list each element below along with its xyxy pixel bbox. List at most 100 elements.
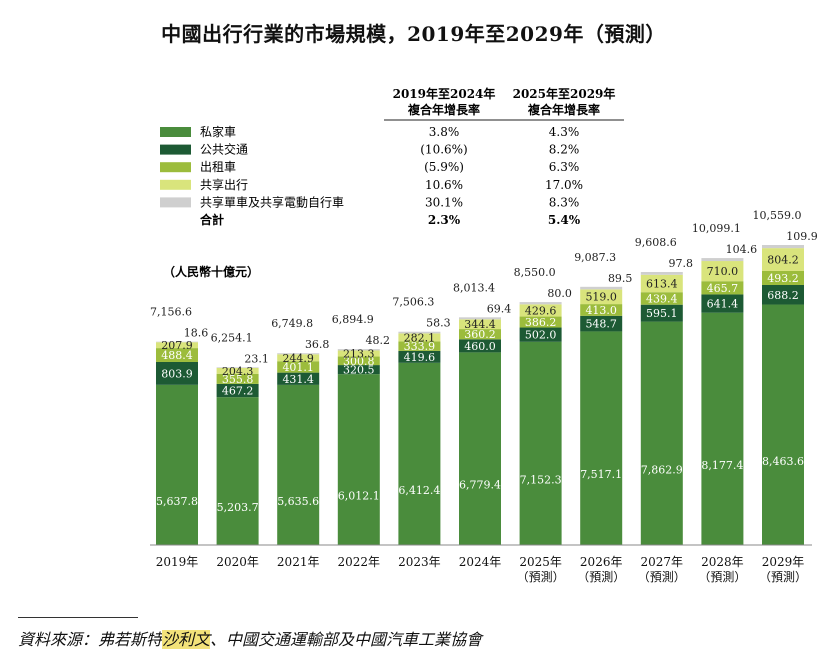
data-label: 300.8: [343, 355, 375, 368]
data-label: 7,862.9: [641, 463, 683, 476]
data-label: 344.4: [464, 318, 496, 331]
source-highlight: 沙利文: [162, 630, 211, 649]
bar-segment: [640, 274, 683, 293]
bar-segment: [459, 352, 501, 545]
bar-segment: [580, 331, 623, 545]
data-label: 18.6: [184, 327, 209, 340]
total-label: 7,506.3: [392, 296, 434, 309]
data-label: 80.0: [547, 287, 572, 300]
data-label: 419.6: [404, 351, 436, 364]
data-label: 467.2: [222, 385, 254, 398]
x-tick-label: 2026年: [580, 555, 623, 569]
data-label: 465.7: [707, 282, 739, 295]
data-label: 48.2: [366, 334, 391, 347]
data-label: 69.4: [487, 302, 512, 315]
bar-segment: [640, 292, 683, 305]
x-tick-label: 2029年: [762, 555, 805, 569]
legend-label: 合計: [200, 212, 224, 227]
bar-segment: [762, 270, 804, 285]
x-tick-label: 2019年: [156, 555, 199, 569]
total-label: 10,099.1: [692, 222, 741, 235]
data-label: 23.1: [244, 352, 269, 365]
total-label: 7,156.6: [150, 306, 192, 319]
data-label: 58.3: [426, 317, 451, 330]
x-tick-label: 2024年: [459, 555, 502, 569]
bar-segment: [216, 373, 259, 384]
legend-label: 私家車: [200, 124, 236, 139]
x-tick-label: 2027年: [641, 555, 684, 569]
bar-segment: [277, 372, 320, 385]
total-label: 9,087.3: [574, 251, 616, 264]
bar-segment: [216, 367, 259, 374]
legend-swatch: [160, 179, 191, 190]
data-label: 502.0: [525, 329, 557, 342]
bar-segment: [762, 284, 804, 305]
data-label: 8,177.4: [701, 459, 743, 472]
x-tick-label: （預測）: [577, 570, 625, 584]
data-label: 439.4: [646, 292, 678, 305]
total-label: 6,894.9: [332, 313, 374, 326]
total-label: 8,013.4: [453, 281, 495, 294]
x-tick-label: （預測）: [638, 570, 686, 584]
data-label: 803.9: [161, 367, 193, 380]
bar-segment: [762, 304, 804, 545]
data-label: 613.4: [646, 277, 678, 290]
bar-segment: [580, 304, 623, 316]
cagr-2019-2024-value: 2.3%: [428, 213, 461, 227]
bar-segment: [640, 304, 683, 322]
data-label: 104.6: [726, 243, 758, 256]
unit-label: （人民幣十億元）: [163, 264, 259, 279]
legend-label: 共享單車及共享電動自行車: [200, 194, 344, 209]
data-label: 641.4: [707, 298, 739, 311]
data-label: 431.4: [282, 373, 314, 386]
bar-segment: [156, 348, 198, 362]
data-label: 804.2: [767, 254, 799, 267]
cagr-2025-2029-value: 8.3%: [549, 195, 580, 209]
bar-segment: [701, 261, 744, 282]
cagr-header-line2: 複合年增長率: [407, 102, 480, 117]
legend-label: 公共交通: [200, 142, 248, 157]
bar-segment: [156, 342, 198, 349]
data-label: 333.9: [404, 340, 436, 353]
cagr-2019-2024-value: 10.6%: [425, 178, 463, 192]
bar-segment: [216, 367, 259, 368]
bar-segment: [156, 384, 198, 545]
bar-segment: [398, 362, 441, 545]
data-label: 355.8: [222, 373, 254, 386]
data-label: 386.2: [525, 316, 557, 329]
x-tick-label: （預測）: [698, 570, 746, 584]
data-label: 710.0: [707, 265, 739, 278]
data-label: 204.3: [222, 365, 254, 378]
legend-swatch: [160, 127, 191, 137]
bar-segment: [580, 315, 623, 332]
cagr-2019-2024-value: 3.8%: [429, 125, 460, 139]
bar-segment: [216, 397, 259, 545]
cagr-2025-2029-value: 17.0%: [545, 178, 583, 192]
x-tick-label: 2020年: [216, 555, 259, 569]
bar-segment: [640, 272, 683, 275]
bar-segment: [337, 365, 380, 375]
bar-segment: [640, 321, 683, 545]
data-label: 213.3: [343, 348, 375, 361]
data-label: 36.8: [305, 338, 330, 351]
bar-segment: [156, 361, 198, 385]
bar-segment: [701, 312, 744, 545]
bar-segment: [337, 349, 380, 351]
source-suffix: 、中國交通運輸部及中國汽車工業協會: [210, 630, 483, 649]
data-label: 8,463.6: [762, 455, 804, 468]
data-label: 519.0: [585, 291, 617, 304]
data-label: 282.1: [404, 331, 436, 344]
data-label: 320.5: [343, 364, 375, 377]
data-label: 89.5: [608, 272, 633, 285]
bar-segment: [398, 341, 441, 351]
bar-segment: [156, 341, 198, 343]
bar-segment: [580, 289, 623, 305]
data-label: 6,412.4: [398, 484, 440, 497]
data-label: 488.4: [161, 349, 193, 362]
source-note: 資料來源：弗若斯特沙利文、中國交通運輸部及中國汽車工業協會: [18, 626, 482, 650]
total-label: 10,559.0: [753, 209, 802, 222]
total-label: 6,254.1: [211, 331, 253, 344]
bar-segment: [337, 374, 380, 545]
x-tick-label: （預測）: [517, 570, 565, 584]
legend-swatch: [160, 162, 191, 173]
